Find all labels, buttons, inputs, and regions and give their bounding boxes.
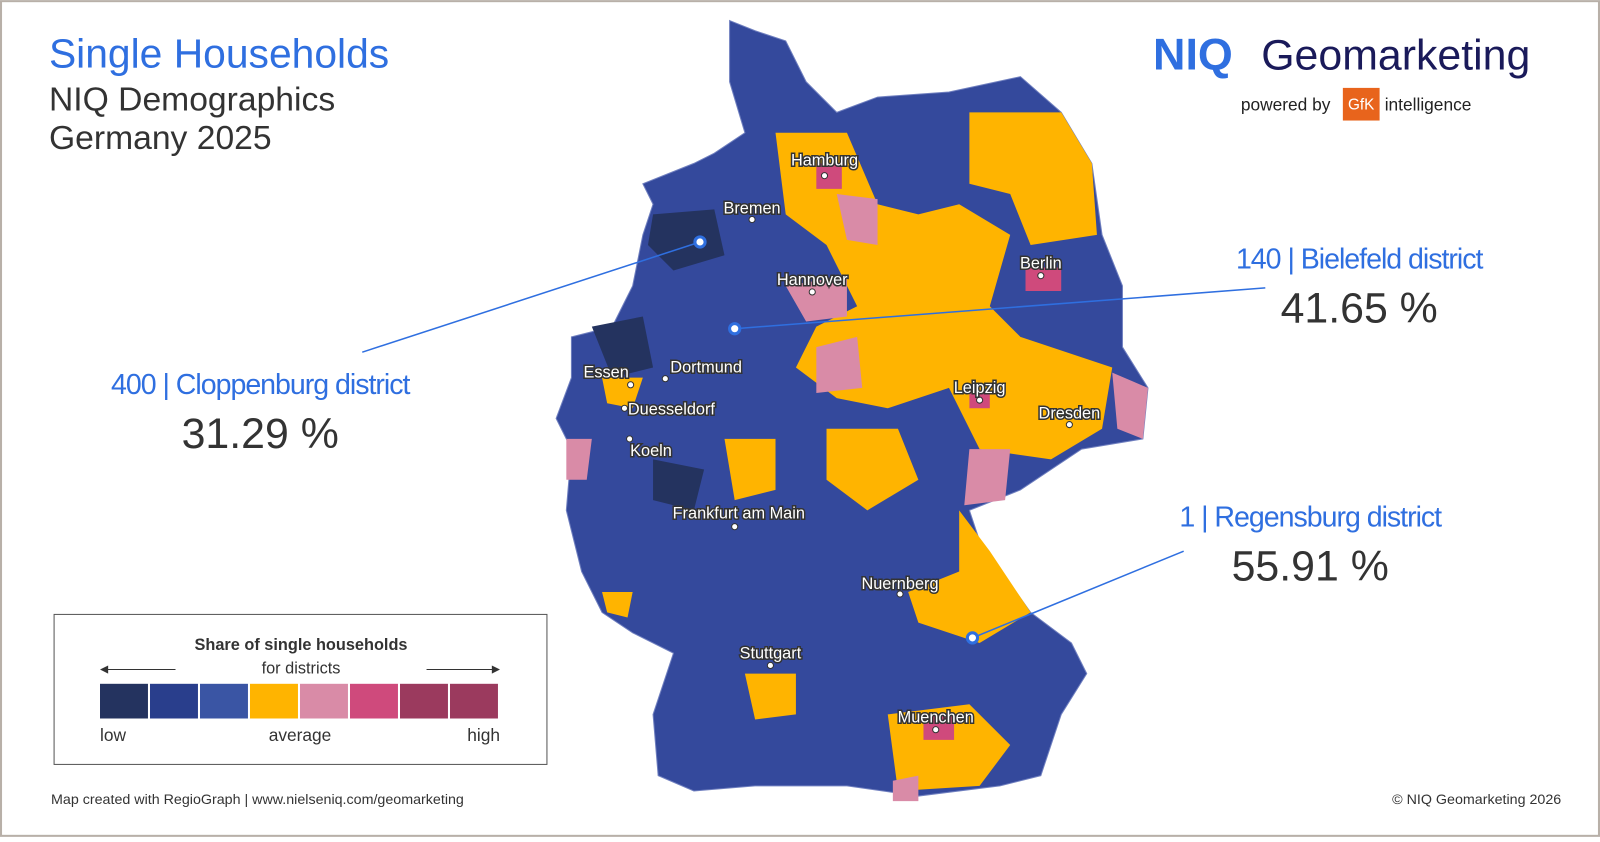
partner-logo: [1342, 87, 1380, 121]
city-dot: [731, 523, 739, 531]
legend: Share of single households for districts…: [53, 613, 548, 765]
legend-subtitle: for districts: [262, 660, 341, 678]
legend-swatch: [300, 683, 348, 719]
city-dot: [626, 435, 634, 443]
city-dot: [1037, 272, 1045, 280]
footer-copyright: © NIQ Geomarketing 2026: [1392, 792, 1561, 808]
legend-title: Share of single households: [195, 636, 408, 654]
legend-swatch: [100, 683, 148, 719]
city-label: Stuttgart: [740, 644, 802, 662]
callout-point: [693, 235, 707, 249]
legend-swatches: [100, 683, 498, 719]
city-dot: [661, 375, 669, 383]
legend-high: high: [467, 725, 500, 745]
legend-swatch: [400, 683, 448, 719]
city-dot: [766, 661, 774, 670]
city-dot: [748, 215, 756, 224]
callout-point: [965, 631, 980, 645]
city-dot: [808, 288, 816, 296]
partner: GfK: [1348, 96, 1375, 113]
arrow-head: [491, 665, 500, 674]
city-dot: [627, 381, 635, 389]
legend-swatch: [250, 683, 298, 719]
city-dot: [976, 396, 984, 404]
city-label: Dresden: [1039, 405, 1101, 423]
city-dot: [932, 726, 940, 734]
callout-label: 400 | Cloppenburg district: [111, 369, 411, 401]
callout-point: [728, 322, 742, 336]
city-label: Essen: [583, 364, 628, 382]
city-label: Bremen: [723, 199, 780, 217]
callout-lines: [362, 241, 1266, 639]
city-label: Berlin: [1020, 255, 1062, 273]
callout-label: 1 | Regensburg district: [1179, 502, 1442, 534]
leader-line: [362, 241, 701, 353]
city-label: Hamburg: [791, 151, 858, 169]
legend-swatch: [350, 683, 398, 719]
city-dot: [1065, 421, 1073, 429]
powered-by: powered by: [1241, 94, 1331, 114]
period: Germany 2025: [49, 120, 272, 157]
region-average: [602, 112, 1113, 791]
legend-average: average: [269, 725, 332, 745]
city-label: Koeln: [630, 442, 672, 460]
callout-value: 55.91 %: [1232, 543, 1389, 591]
legend-swatch: [450, 683, 498, 719]
legend-low: low: [100, 725, 126, 745]
callout-value: 41.65 %: [1281, 285, 1438, 333]
title: Single Households: [49, 30, 389, 76]
city-dot: [820, 172, 829, 180]
city-layer: Hamburg Bremen Hannover Berlin Essen Dortmund…: [582, 150, 1102, 734]
callout-label: 140 | Bielefeld district: [1236, 244, 1484, 276]
leader-line: [972, 550, 1184, 639]
city-label: Hannover: [777, 271, 848, 289]
subtitle: NIQ Demographics: [49, 81, 335, 118]
city-dot: [620, 404, 629, 412]
region-low: [591, 209, 725, 511]
brand-name: Geomarketing: [1261, 32, 1530, 80]
arrow-head: [100, 665, 109, 674]
callout-points: [693, 235, 980, 645]
callout-value: 31.29 %: [182, 410, 339, 458]
city-label: Leipzig: [954, 379, 1006, 397]
legend-swatch: [200, 683, 248, 719]
city-label: Nuernberg: [861, 575, 938, 593]
partner-suffix: intelligence: [1385, 94, 1472, 114]
city-label: Muenchen: [898, 709, 974, 727]
footer-credit: Map created with RegioGraph | www.nielse…: [51, 792, 464, 808]
leader-line: [734, 287, 1266, 330]
legend-swatch: [150, 683, 198, 719]
city-label: Frankfurt am Main: [673, 505, 805, 523]
brand-niq: NIQ: [1153, 29, 1233, 80]
map: [555, 19, 1149, 802]
city-label: Duesseldorf: [628, 400, 716, 418]
city-dot: [896, 590, 904, 598]
city-label: Dortmund: [670, 359, 742, 377]
